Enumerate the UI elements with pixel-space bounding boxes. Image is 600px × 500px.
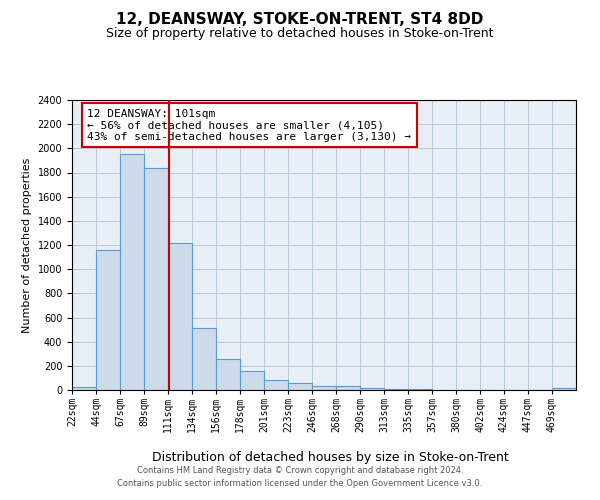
Bar <box>120 154 144 390</box>
Bar <box>552 388 576 390</box>
Bar <box>168 242 192 390</box>
Bar <box>264 380 288 390</box>
Text: 12 DEANSWAY: 101sqm
← 56% of detached houses are smaller (4,105)
43% of semi-det: 12 DEANSWAY: 101sqm ← 56% of detached ho… <box>87 108 411 142</box>
Text: Contains HM Land Registry data © Crown copyright and database right 2024.
Contai: Contains HM Land Registry data © Crown c… <box>118 466 482 487</box>
Bar <box>72 387 96 390</box>
Bar <box>360 388 384 390</box>
Bar <box>144 168 168 390</box>
Text: 12, DEANSWAY, STOKE-ON-TRENT, ST4 8DD: 12, DEANSWAY, STOKE-ON-TRENT, ST4 8DD <box>116 12 484 28</box>
Bar <box>96 250 120 390</box>
Bar <box>216 358 240 390</box>
Y-axis label: Number of detached properties: Number of detached properties <box>22 158 32 332</box>
Text: Distribution of detached houses by size in Stoke-on-Trent: Distribution of detached houses by size … <box>152 451 508 464</box>
Bar <box>384 389 408 390</box>
Bar <box>240 372 264 390</box>
Text: Size of property relative to detached houses in Stoke-on-Trent: Size of property relative to detached ho… <box>106 28 494 40</box>
Bar <box>192 328 216 390</box>
Bar <box>288 384 312 390</box>
Bar <box>336 386 360 390</box>
Bar <box>312 386 336 390</box>
